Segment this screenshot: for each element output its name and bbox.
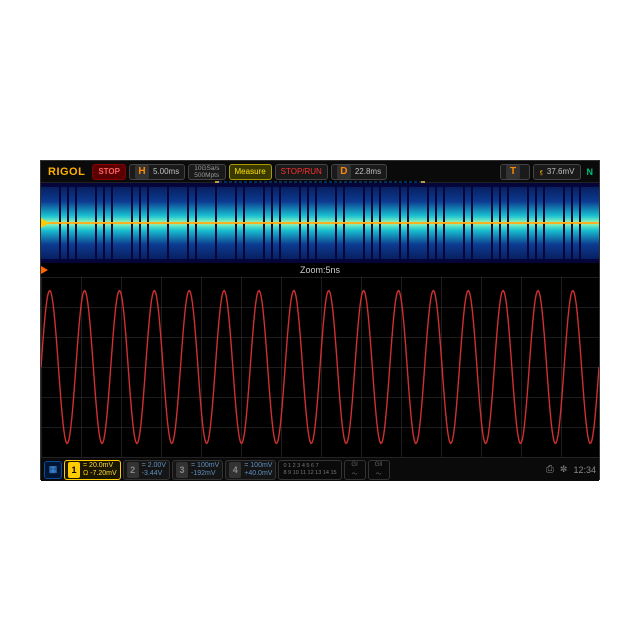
status-right: ⎙ ✼ 12:34	[546, 464, 596, 475]
gen2-label: GII	[375, 462, 383, 468]
channel-number: 4	[229, 462, 241, 478]
logic-row2: 8 9 10 11 12 13 14 15	[283, 470, 336, 477]
ch2-scale: 2.00V	[148, 462, 166, 469]
ch4-scale: 100mV	[250, 462, 272, 469]
sine-icon: 〜	[352, 469, 358, 478]
ch3-offset: -192mV	[191, 470, 216, 477]
measure-button[interactable]: Measure	[229, 164, 272, 180]
ch2-offset: -3.44V	[142, 470, 163, 477]
timebase-value: 5.00ms	[153, 167, 179, 176]
sine-icon: 〜	[376, 469, 382, 478]
trigger-level[interactable]: ⍷ 37.6mV	[533, 164, 580, 180]
ch4-offset: +40.0mV	[244, 470, 272, 477]
horizontal-timebase[interactable]: H 5.00ms	[129, 164, 185, 180]
sample-rate: 10GSa/s	[194, 165, 219, 172]
gen1-label: GI	[351, 462, 357, 468]
zoom-label: Zoom:5ns	[300, 265, 340, 275]
sample-info: 10GSa/s 500Mpts	[188, 164, 225, 180]
zoom-info-row: Zoom:5ns	[41, 263, 599, 277]
logic-channels[interactable]: 0 1 2 3 4 5 6 7 8 9 10 11 12 13 14 15	[278, 460, 341, 480]
channel-number: 3	[176, 462, 188, 478]
gen-1[interactable]: GI 〜	[344, 460, 366, 480]
channel-1[interactable]: 1 = 20.0mV Ω -7.20mV	[64, 460, 121, 480]
channel-2[interactable]: 2 = 2.00V -3.44V	[123, 460, 170, 480]
brand-logo: RIGOL	[44, 166, 89, 178]
channel-marker-icon	[41, 218, 49, 228]
edge-icon: ⍷	[539, 167, 544, 177]
channel-number: 2	[127, 462, 139, 478]
top-toolbar: RIGOL STOP H 5.00ms 10GSa/s 500Mpts Meas…	[41, 161, 599, 183]
run-stop-badge[interactable]: STOP	[92, 164, 126, 180]
waveform-area[interactable]	[41, 277, 599, 457]
waveform-svg	[41, 277, 599, 457]
apps-menu-button[interactable]: ▦	[44, 461, 62, 479]
h-label: H	[135, 165, 149, 179]
channel-number: 1	[68, 462, 80, 478]
trigger-mode-badge: N	[584, 167, 597, 177]
horizontal-delay[interactable]: D 22.8ms	[331, 164, 387, 180]
spectro-bars	[41, 183, 599, 263]
usb-icon: ⎙	[546, 464, 554, 475]
channel-4[interactable]: 4 = 100mV +40.0mV	[225, 460, 276, 480]
settings-icon[interactable]: ✼	[560, 464, 568, 475]
clock: 12:34	[573, 465, 596, 475]
zoom-marker-icon	[41, 266, 48, 274]
oscilloscope-screen: RIGOL STOP H 5.00ms 10GSa/s 500Mpts Meas…	[40, 160, 600, 480]
ch1-scale: 20.0mV	[89, 462, 113, 469]
stop-run-button[interactable]: STOP/RUN	[275, 164, 328, 180]
ch1-offset: -7.20mV	[90, 470, 116, 477]
mem-depth: 500Mpts	[194, 172, 219, 179]
t-label: T	[506, 165, 520, 179]
delay-value: 22.8ms	[355, 167, 381, 176]
channel-3[interactable]: 3 = 100mV -192mV	[172, 460, 223, 480]
trigger-level-value: 37.6mV	[547, 167, 575, 176]
gen-2[interactable]: GII 〜	[368, 460, 390, 480]
trigger-section[interactable]: T	[500, 164, 530, 180]
d-label: D	[337, 165, 351, 179]
bottom-toolbar: ▦ 1 = 20.0mV Ω -7.20mV 2 = 2.00V -3.44V …	[41, 457, 599, 481]
ch3-scale: 100mV	[197, 462, 219, 469]
overview-spectrogram[interactable]	[41, 183, 599, 263]
logic-row1: 0 1 2 3 4 5 6 7	[283, 463, 336, 470]
